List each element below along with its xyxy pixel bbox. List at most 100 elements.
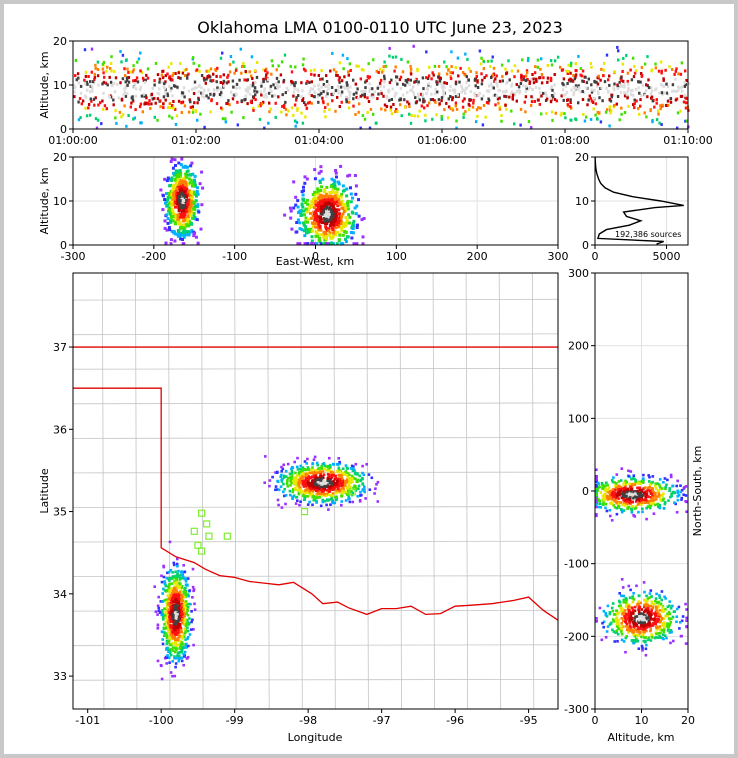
east-west-source: [328, 200, 332, 204]
county-line: [72, 644, 559, 647]
north-south-source: [629, 470, 633, 473]
plan-view-source: [165, 624, 169, 628]
plan-view-source: [312, 498, 316, 502]
time-height-source: [207, 88, 210, 92]
plan-view-source: [176, 624, 179, 628]
time-height-source: [647, 78, 650, 82]
time-height-source: [300, 81, 303, 85]
time-height-source: [275, 76, 279, 80]
plan-view-source: [329, 486, 332, 490]
time-height-source: [209, 110, 212, 114]
time-height-source: [684, 83, 687, 87]
plan-view-source: [281, 467, 285, 471]
time-height-source: [613, 82, 616, 86]
time-height-source: [377, 92, 380, 96]
time-height-source: [361, 93, 364, 97]
time-height-source: [510, 90, 514, 94]
plan-view-source: [170, 577, 173, 580]
altitude-histogram-ytick-label: 20: [575, 151, 589, 164]
time-height-source: [280, 60, 284, 64]
plan-view-source: [164, 620, 168, 624]
plan-view-source: [301, 490, 305, 493]
time-height-source: [405, 80, 409, 84]
time-height-source: [678, 86, 682, 90]
time-height-source: [267, 91, 271, 95]
time-height-source: [407, 102, 411, 106]
east-west-source: [290, 227, 294, 231]
time-height-source: [613, 70, 616, 74]
plan-view-source: [320, 490, 324, 493]
plan-view-source: [183, 615, 186, 618]
north-south-source: [618, 604, 621, 608]
plan-view-source: [328, 463, 332, 467]
plan-view-source: [356, 478, 360, 482]
time-height-source: [569, 77, 572, 81]
plan-view-source: [290, 467, 293, 471]
plan-view-source: [173, 580, 176, 583]
east-west-source: [313, 202, 317, 206]
plan-view-source: [311, 479, 314, 483]
east-west-source: [181, 224, 184, 228]
time-height-source: [540, 73, 544, 76]
north-south-source: [611, 628, 614, 632]
time-height-source: [306, 79, 309, 83]
plan-view-source: [326, 481, 329, 484]
time-height-source: [496, 97, 500, 101]
east-west-source: [323, 190, 327, 194]
time-height-source: [461, 88, 464, 92]
east-west-source: [310, 200, 314, 204]
east-west-source: [337, 198, 341, 202]
time-height-source: [561, 68, 565, 72]
north-south-source: [626, 507, 629, 510]
time-height-source: [378, 81, 382, 85]
time-height-source: [524, 90, 528, 94]
plan-view-source: [318, 478, 321, 482]
east-west-source: [344, 240, 348, 244]
time-height-source: [95, 126, 99, 130]
north-south-source: [658, 478, 662, 481]
north-south-source: [633, 492, 637, 496]
plan-view-source: [168, 590, 171, 594]
time-height-source: [283, 103, 286, 107]
plan-view-source: [319, 475, 323, 478]
time-height-source: [252, 96, 255, 100]
time-height-source: [365, 79, 368, 83]
east-west-source: [176, 169, 180, 173]
east-west-source: [335, 210, 339, 214]
plan-view-source: [178, 592, 181, 595]
plan-view-source: [318, 496, 322, 499]
time-height-source: [153, 96, 156, 100]
plan-view-source: [170, 647, 174, 651]
east-west-source: [294, 203, 298, 207]
plan-view-source: [167, 622, 170, 625]
north-south-source: [645, 629, 648, 633]
east-west-source: [177, 191, 181, 195]
time-height-source: [258, 104, 262, 107]
time-height-source: [162, 102, 165, 106]
time-height-source: [124, 74, 127, 78]
time-height-source: [236, 100, 239, 104]
north-south-source: [664, 501, 667, 504]
time-height-source: [553, 73, 556, 76]
time-height-source: [522, 75, 525, 79]
time-height-source: [331, 99, 334, 103]
time-height-source: [374, 121, 378, 125]
east-west-source: [181, 238, 184, 241]
time-height-source: [505, 95, 508, 99]
time-height-source: [301, 121, 305, 125]
time-height-source: [274, 115, 277, 119]
time-height-source: [417, 80, 420, 84]
plan-view-source: [162, 618, 165, 621]
north-south-source: [615, 616, 619, 619]
north-south-source: [641, 510, 644, 514]
time-height-source: [416, 82, 420, 86]
east-west-source: [318, 239, 322, 243]
north-south-source: [649, 604, 652, 608]
north-south-source: [660, 598, 663, 602]
time-height-source: [437, 98, 441, 102]
north-south-source: [680, 619, 684, 623]
time-height-source: [158, 77, 162, 81]
time-height-source: [310, 72, 313, 76]
time-height-source: [300, 95, 303, 99]
plan-view-source: [291, 495, 294, 499]
